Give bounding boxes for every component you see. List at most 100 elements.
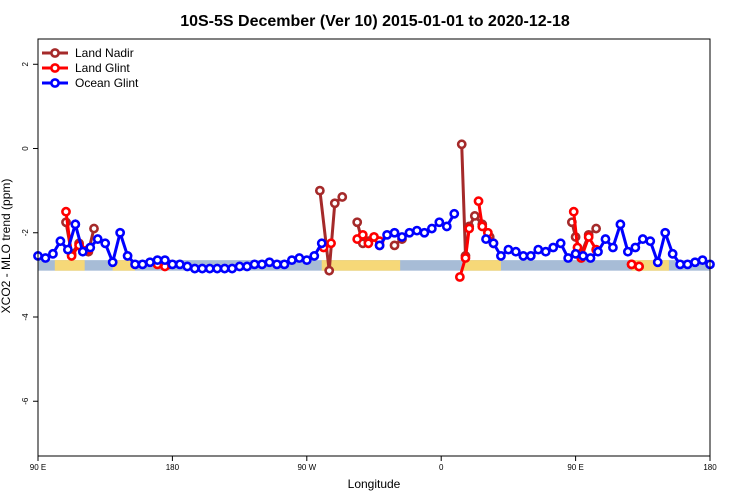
data-point [48, 248, 58, 259]
x-axis-label: Longitude [348, 477, 401, 491]
x-axis: 90 E 180 90 W 0 90 E 180 [30, 456, 717, 472]
x-tick-label: 180 [166, 463, 180, 472]
data-point [234, 261, 245, 272]
data-point [212, 263, 223, 274]
data-point [608, 242, 618, 253]
x-tick-label: 90 E [30, 463, 46, 472]
data-point [600, 234, 611, 244]
data-point [122, 251, 133, 261]
data-point [145, 257, 155, 268]
data-point [77, 246, 88, 257]
data-point [503, 244, 514, 255]
data-point [585, 253, 596, 263]
x-tick-label: 90 W [297, 463, 316, 472]
land-band [463, 260, 501, 271]
data-point [85, 242, 96, 253]
data-point [456, 139, 467, 150]
data-point [568, 206, 579, 217]
data-point [434, 217, 445, 228]
data-point [460, 253, 471, 263]
data-point [62, 244, 73, 255]
data-point [70, 219, 81, 230]
data-point [469, 211, 480, 221]
data-point [555, 238, 566, 249]
data-point [697, 255, 708, 266]
data-point [389, 227, 400, 238]
data-point [634, 261, 644, 272]
data-point [404, 227, 415, 238]
data-point [189, 263, 200, 274]
data-point [272, 259, 282, 270]
data-point [382, 229, 392, 240]
data-point [279, 259, 290, 270]
data-point [397, 232, 407, 242]
data-point [525, 251, 536, 261]
legend-label: Land Glint [75, 61, 130, 75]
data-point [389, 240, 400, 251]
x-tick-label: 0 [439, 463, 444, 472]
data-point [326, 238, 336, 249]
data-point [591, 223, 602, 234]
data-point [219, 263, 230, 274]
legend-marker [50, 78, 60, 88]
data-point [518, 251, 529, 261]
y-tick-label: 0 [21, 146, 30, 151]
data-point [182, 261, 193, 272]
data-point [622, 246, 633, 257]
data-point [578, 251, 588, 261]
data-point [264, 257, 275, 268]
data-point [682, 259, 693, 270]
data-point [374, 240, 385, 251]
data-point [357, 229, 368, 240]
data-point [412, 225, 422, 236]
data-point [227, 263, 238, 274]
data-point [690, 257, 700, 268]
data-point [197, 263, 208, 274]
data-point [337, 192, 348, 202]
data-point [130, 259, 140, 270]
y-tick-label: 2 [21, 61, 30, 66]
series-layer [33, 139, 715, 282]
data-point [160, 255, 170, 266]
data-point [363, 238, 374, 249]
map-strip [38, 260, 710, 271]
data-point [107, 257, 118, 268]
data-point [167, 259, 178, 270]
y-axis-label: XCO2 - MLO trend (ppm) [0, 179, 13, 314]
data-point [652, 257, 663, 268]
y-tick-label: -4 [21, 313, 30, 321]
data-point [352, 217, 363, 228]
data-point [329, 198, 340, 209]
data-point [570, 248, 581, 259]
data-point [174, 259, 185, 270]
data-point [426, 223, 437, 234]
land-band [112, 260, 136, 271]
data-point [667, 248, 678, 259]
data-point [441, 221, 452, 232]
data-point [257, 259, 267, 270]
data-point [152, 255, 163, 266]
land-band [631, 260, 669, 271]
data-point [301, 255, 312, 266]
data-point [309, 251, 320, 261]
plot-frame [37, 38, 711, 457]
data-point [548, 242, 559, 253]
data-point [454, 272, 465, 282]
data-point [115, 227, 126, 238]
data-point [510, 246, 521, 257]
data-point [473, 196, 484, 207]
y-tick-label: -6 [21, 397, 30, 405]
data-point [464, 223, 475, 234]
data-point [540, 246, 551, 257]
data-point [630, 242, 641, 253]
data-point [660, 227, 671, 238]
data-point [40, 253, 51, 263]
data-point [488, 238, 499, 249]
data-point [92, 234, 103, 244]
data-point [294, 253, 305, 263]
chart-title: 10S-5S December (Ver 10) 2015-01-01 to 2… [180, 13, 570, 30]
legend-label: Land Nadir [75, 46, 134, 60]
data-point [204, 263, 215, 274]
